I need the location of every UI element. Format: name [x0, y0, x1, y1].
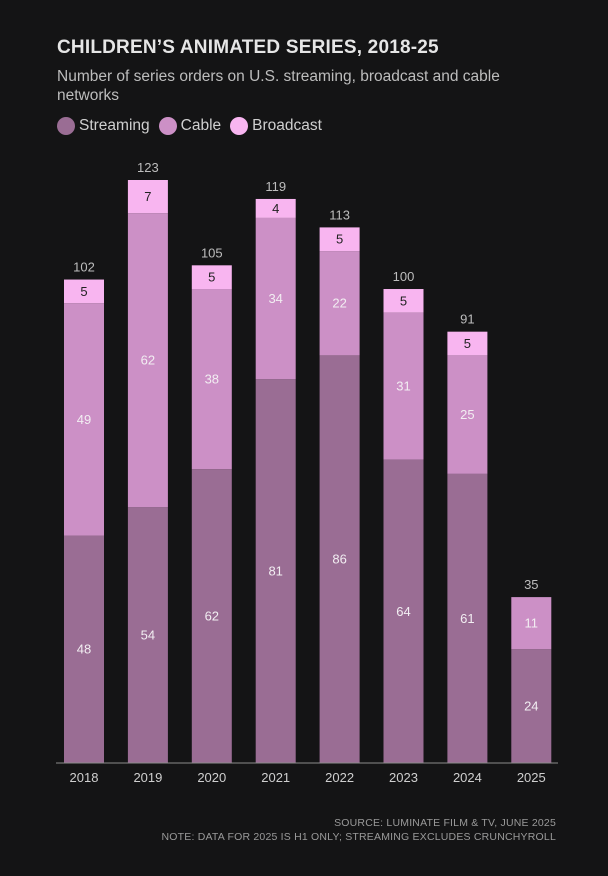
data-label-cable-2025: 11 [525, 616, 539, 631]
x-tick-label-2024: 2024 [453, 770, 482, 785]
legend-swatch-cable [158, 117, 177, 135]
legend: Streaming Cable Broadcast [57, 117, 331, 135]
legend-item-cable: Cable [158, 117, 222, 135]
total-label-2018: 102 [73, 260, 95, 275]
bar-cable-2020 [191, 289, 232, 470]
bar-broadcast-2018 [64, 279, 104, 304]
source-note: SOURCE: LUMINATE FILM & TV, JUNE 2025 [334, 817, 556, 829]
x-tick-label-2022: 2022 [325, 770, 354, 785]
data-label-cable-2019: 62 [141, 353, 155, 368]
total-label-2019: 123 [137, 160, 159, 175]
chart-title: CHILDREN’S ANIMATED SERIES, 2018-25 [57, 37, 439, 58]
bar-cable-2021 [255, 217, 296, 380]
data-label-broadcast-2024: 5 [464, 336, 471, 351]
x-tick-label-2018: 2018 [70, 770, 99, 785]
legend-item-broadcast: Broadcast [230, 117, 322, 135]
legend-swatch-streaming [57, 117, 75, 135]
data-label-cable-2021: 34 [268, 291, 282, 306]
total-label-2021: 119 [265, 179, 286, 194]
data-label-cable-2020: 38 [205, 372, 219, 387]
data-label-broadcast-2022: 5 [336, 232, 343, 247]
x-tick-label-2021: 2021 [261, 770, 290, 785]
data-label-streaming-2024: 61 [460, 611, 474, 626]
data-label-streaming-2018: 48 [77, 642, 91, 657]
x-tick-label-2023: 2023 [389, 770, 418, 785]
stacked-bar-chart: 4849510220185462712320196238510520208134… [56, 160, 558, 785]
x-tick-label-2020: 2020 [197, 770, 226, 785]
data-label-streaming-2019: 54 [141, 628, 155, 643]
bar-streaming-2022 [319, 355, 360, 763]
bar-broadcast-2019 [127, 180, 168, 214]
total-label-2025: 35 [524, 577, 538, 592]
bar-streaming-2020 [191, 469, 232, 763]
data-label-broadcast-2023: 5 [400, 293, 407, 308]
data-label-broadcast-2020: 5 [208, 270, 215, 285]
data-label-streaming-2020: 62 [205, 609, 219, 624]
data-label-streaming-2023: 64 [396, 604, 410, 619]
data-label-broadcast-2021: 4 [272, 201, 279, 216]
data-label-cable-2023: 31 [396, 379, 410, 394]
chart-subtitle: Number of series orders on U.S. streamin… [57, 68, 500, 104]
data-label-broadcast-2018: 5 [80, 284, 87, 299]
bar-cable-2019 [127, 213, 168, 508]
bar-broadcast-2023 [383, 289, 424, 313]
bar-cable-2022 [319, 251, 360, 356]
bar-streaming-2018 [64, 535, 104, 763]
bar-cable-2023 [383, 312, 424, 460]
data-label-cable-2024: 25 [460, 407, 474, 422]
data-label-streaming-2021: 81 [268, 564, 282, 579]
chart-footer: SOURCE: LUMINATE FILM & TV, JUNE 2025 NO… [162, 816, 556, 844]
legend-item-streaming: Streaming [57, 117, 150, 135]
bar-broadcast-2022 [319, 227, 360, 252]
bar-broadcast-2024 [447, 331, 488, 356]
bar-streaming-2021 [255, 379, 296, 763]
total-label-2024: 91 [460, 312, 474, 327]
bar-cable-2024 [447, 355, 488, 474]
data-label-streaming-2022: 86 [332, 552, 346, 567]
bar-streaming-2025 [511, 649, 552, 763]
bar-streaming-2024 [447, 473, 488, 763]
x-tick-label-2025: 2025 [517, 770, 546, 785]
legend-label-broadcast: Broadcast [252, 117, 322, 134]
legend-label-streaming: Streaming [79, 117, 150, 134]
legend-label-cable: Cable [180, 117, 222, 134]
bar-cable-2025 [511, 597, 552, 650]
data-label-broadcast-2019: 7 [144, 189, 151, 204]
legend-swatch-broadcast [230, 117, 249, 135]
bar-cable-2018 [64, 303, 104, 536]
x-tick-label-2019: 2019 [133, 770, 162, 785]
data-label-cable-2022: 22 [332, 296, 346, 311]
total-label-2023: 100 [393, 269, 415, 284]
bar-streaming-2019 [127, 507, 168, 763]
data-label-streaming-2025: 24 [524, 699, 538, 714]
data-label-cable-2018: 49 [77, 412, 91, 427]
total-label-2020: 105 [201, 245, 223, 260]
bar-broadcast-2020 [191, 265, 232, 290]
bar-streaming-2023 [383, 459, 424, 763]
bar-broadcast-2021 [255, 198, 296, 218]
total-label-2022: 113 [329, 207, 350, 222]
data-note: NOTE: DATA FOR 2025 IS H1 ONLY; STREAMIN… [161, 831, 556, 843]
